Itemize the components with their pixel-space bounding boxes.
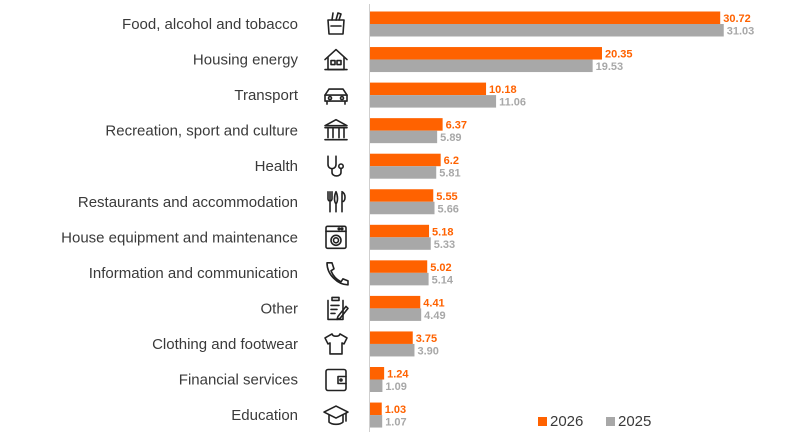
value-label-2026: 3.75 <box>416 333 437 345</box>
value-label-2025: 5.33 <box>434 239 455 251</box>
bar-2026 <box>370 402 382 416</box>
graduation-cap-icon <box>323 405 349 426</box>
category-label: Transport <box>234 87 298 104</box>
bar-2025 <box>370 24 724 37</box>
category-row: Clothing and footwear 3.753.90 <box>152 331 439 357</box>
category-label: Health <box>255 158 298 175</box>
bar-2025 <box>370 95 497 108</box>
legend-label: 2025 <box>618 413 651 430</box>
bar-2025 <box>370 343 415 357</box>
value-label-2026: 10.18 <box>489 84 517 96</box>
category-label: Education <box>231 407 298 424</box>
value-label-2025: 5.89 <box>440 132 461 144</box>
value-label-2025: 11.06 <box>499 97 526 109</box>
wallet-icon <box>325 368 347 392</box>
legend: 2026 2025 <box>538 413 651 430</box>
bar-2025 <box>370 166 437 179</box>
category-row: Financial services 1.241.09 <box>179 367 409 393</box>
bar-2026 <box>370 260 428 273</box>
value-label-2025: 19.53 <box>596 61 624 73</box>
bar-2025 <box>370 201 435 215</box>
phone-icon <box>326 262 349 286</box>
cutlery-icon <box>327 190 346 213</box>
bar-2026 <box>370 224 430 238</box>
clipboard-icon <box>327 296 349 321</box>
bar-2026 <box>370 331 413 344</box>
value-label-2025: 5.66 <box>438 203 459 215</box>
bar-2026 <box>370 11 721 24</box>
value-label-2026: 5.55 <box>436 191 457 203</box>
category-row: Recreation, sport and culture 6.375.89 <box>105 118 467 144</box>
bar-2026 <box>370 367 385 380</box>
museum-icon <box>324 118 348 141</box>
category-label: Housing energy <box>193 52 299 69</box>
bar-2025 <box>370 415 383 428</box>
category-label: Food, alcohol and tobacco <box>122 16 298 33</box>
value-label-2026: 20.35 <box>605 49 633 61</box>
value-label-2026: 4.41 <box>423 297 444 309</box>
category-row: Information and communication 5.025.14 <box>89 260 454 286</box>
car-icon <box>324 88 348 105</box>
bar-2025 <box>370 272 429 286</box>
shopping-bag-icon <box>327 12 345 35</box>
category-row: Restaurants and accommodation 5.555.66 <box>78 189 459 215</box>
legend-label: 2026 <box>550 413 583 430</box>
stethoscope-icon <box>327 155 345 177</box>
bar-2026 <box>370 153 441 167</box>
category-label: House equipment and maintenance <box>61 229 298 246</box>
value-label-2025: 1.09 <box>385 381 406 393</box>
value-label-2026: 5.18 <box>432 226 453 238</box>
category-label: Restaurants and accommodation <box>78 194 298 211</box>
bar-2025 <box>370 308 422 321</box>
bar-2025 <box>370 379 383 392</box>
house-icon <box>324 48 348 71</box>
value-label-2026: 1.03 <box>385 404 406 416</box>
bar-2025 <box>370 59 593 73</box>
category-label: Other <box>260 300 298 317</box>
shirt-icon <box>324 333 348 355</box>
category-label: Recreation, sport and culture <box>105 123 298 140</box>
category-row: Education 1.031.07 <box>231 402 407 429</box>
category-row: Health 6.25.81 <box>255 153 461 180</box>
bar-2026 <box>370 47 602 60</box>
value-label-2026: 6.2 <box>444 155 459 167</box>
washing-machine-icon <box>325 225 347 250</box>
value-label-2026: 5.02 <box>430 262 451 274</box>
value-label-2025: 5.14 <box>432 274 454 286</box>
category-label: Financial services <box>179 372 298 389</box>
legend-item-2026: 2026 <box>538 413 583 430</box>
category-label: Information and communication <box>89 265 298 282</box>
bar-2026 <box>370 82 487 96</box>
category-row: Other 4.414.49 <box>260 295 446 322</box>
category-row: House equipment and maintenance 5.185.33 <box>61 224 455 251</box>
value-label-2025: 4.49 <box>424 310 445 322</box>
bar-2025 <box>370 237 431 250</box>
bar-2026 <box>370 295 421 309</box>
bar-2025 <box>370 130 438 144</box>
value-label-2025: 5.81 <box>439 168 460 180</box>
value-label-2025: 1.07 <box>385 417 406 429</box>
value-label-2025: 31.03 <box>727 26 755 38</box>
value-label-2026: 1.24 <box>387 369 409 381</box>
legend-swatch <box>606 417 615 426</box>
value-label-2026: 6.37 <box>446 120 467 132</box>
category-label: Clothing and footwear <box>152 336 298 353</box>
value-label-2025: 3.90 <box>417 345 438 357</box>
legend-swatch <box>538 417 547 426</box>
value-label-2026: 30.72 <box>723 13 751 25</box>
bar-2026 <box>370 189 434 202</box>
legend-item-2025: 2025 <box>606 413 651 430</box>
bar-2026 <box>370 118 443 131</box>
